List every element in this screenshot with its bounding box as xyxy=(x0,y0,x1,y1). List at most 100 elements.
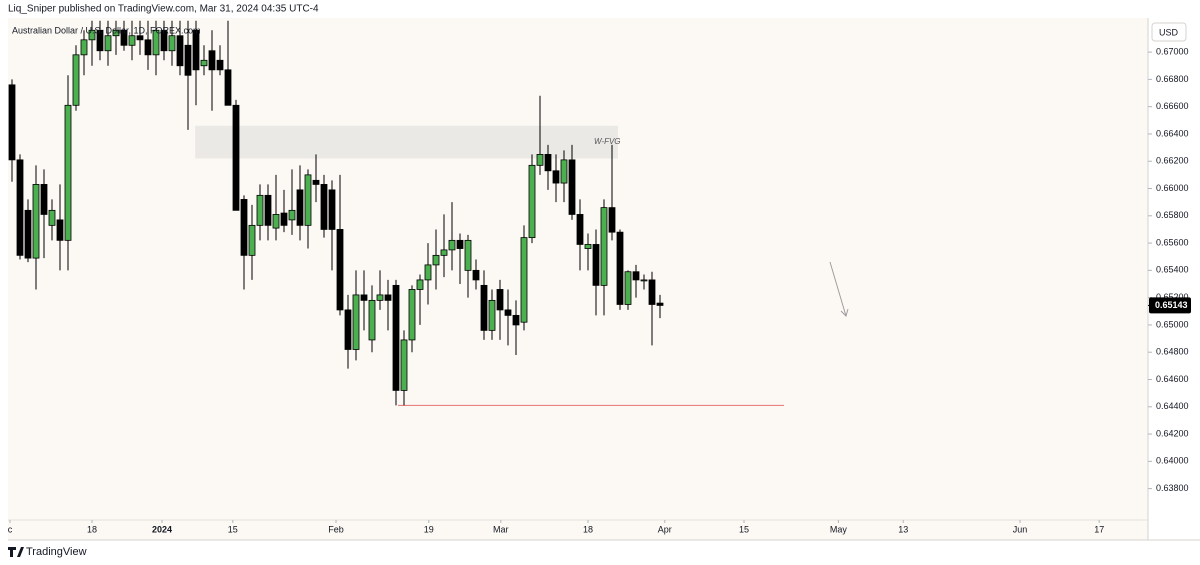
candle-body xyxy=(96,29,104,52)
last-price-box xyxy=(1149,297,1191,314)
candle-body xyxy=(352,294,360,350)
candle-body xyxy=(440,249,448,256)
brand: TradingView xyxy=(8,546,87,558)
candle-body xyxy=(168,35,176,52)
y-tick-label: 0.65000 xyxy=(1156,319,1189,329)
candle-body xyxy=(360,294,368,301)
brand-logo xyxy=(8,547,24,557)
candle-body xyxy=(88,29,96,41)
candle-body xyxy=(552,170,560,184)
candle-body xyxy=(328,189,336,230)
y-tick-label: 0.67000 xyxy=(1156,46,1189,56)
candle-body xyxy=(488,299,496,331)
candle-body xyxy=(24,209,32,259)
candle-body xyxy=(400,339,408,391)
candle-body xyxy=(192,29,200,71)
candle-body xyxy=(600,207,608,286)
candle-body xyxy=(64,104,72,241)
x-tick-label: 15 xyxy=(739,524,749,534)
candle-body xyxy=(160,29,168,52)
candle-body xyxy=(288,209,296,221)
x-tick-label: 2024 xyxy=(152,524,172,534)
y-tick-label: 0.64400 xyxy=(1156,401,1189,411)
candle-body xyxy=(40,184,48,215)
x-tick-label: 19 xyxy=(424,524,434,534)
candle-body xyxy=(608,207,616,233)
candle-body xyxy=(256,194,264,226)
candle-body xyxy=(16,159,24,256)
candle-body xyxy=(320,184,328,230)
y-tick-label: 0.66000 xyxy=(1156,183,1189,193)
candle-body xyxy=(416,279,424,290)
fvg-zone xyxy=(195,125,618,159)
last-price-label: 0.65143 xyxy=(1155,300,1188,310)
candle-body xyxy=(536,154,544,166)
candle-body xyxy=(472,269,480,281)
candle-body xyxy=(464,239,472,271)
plot-layer: W-FVG xyxy=(8,20,784,406)
candle-body xyxy=(240,199,248,256)
candle-body xyxy=(520,237,528,323)
candle-body xyxy=(144,39,152,56)
candle-body xyxy=(128,35,136,46)
candle-body xyxy=(640,279,648,282)
candle-body xyxy=(176,35,184,67)
candle-body xyxy=(648,279,656,305)
y-tick-label: 0.66600 xyxy=(1156,101,1189,111)
candle-body xyxy=(280,212,288,226)
candle-body xyxy=(456,239,464,249)
y-tick-label: 0.66800 xyxy=(1156,74,1189,84)
candle-body xyxy=(368,299,376,341)
candle-body xyxy=(496,289,504,311)
published-line: Liq_Sniper published on TradingView.com,… xyxy=(8,4,319,15)
candle-body xyxy=(632,271,640,281)
candle-body xyxy=(272,214,280,229)
pane-background xyxy=(8,18,1148,540)
y-tick-label: 0.64600 xyxy=(1156,374,1189,384)
x-tick-label: 13 xyxy=(898,524,908,534)
candle-body xyxy=(56,219,64,241)
candle-body xyxy=(312,179,320,185)
x-tick-label: Feb xyxy=(328,524,344,534)
x-tick-label: Mar xyxy=(493,524,509,534)
y-tick-label: 0.66200 xyxy=(1156,156,1189,166)
candle-body xyxy=(264,194,272,226)
y-tick-label: 0.64000 xyxy=(1156,456,1189,466)
candle-body xyxy=(560,159,568,184)
y-tick-label: 0.65200 xyxy=(1156,292,1189,302)
candle-body xyxy=(384,294,392,301)
candle-body xyxy=(232,104,240,211)
x-tick-label: Apr xyxy=(658,524,672,534)
x-tick-label: 18 xyxy=(87,524,97,534)
candle-body xyxy=(336,229,344,311)
candle-body xyxy=(304,174,312,226)
candle-body xyxy=(208,50,216,71)
x-tick-label: May xyxy=(830,524,848,534)
x-tick-label: Jun xyxy=(1013,524,1028,534)
candle-body xyxy=(184,44,192,76)
currency-label: USD xyxy=(1159,27,1179,37)
brand-name: TradingView xyxy=(26,546,87,558)
candle-body xyxy=(216,59,224,71)
candle-body xyxy=(392,284,400,391)
candle-body xyxy=(576,214,584,245)
zone-label: W-FVG xyxy=(594,137,621,146)
candle-body xyxy=(104,35,112,52)
arrow-shaft xyxy=(829,261,847,317)
x-tick-label: 17 xyxy=(1094,524,1104,534)
candle-body xyxy=(592,244,600,286)
x-tick-label: 18 xyxy=(583,524,593,534)
currency-box xyxy=(1151,22,1187,42)
candle-body xyxy=(48,209,56,226)
y-tick-label: 0.64200 xyxy=(1156,428,1189,438)
y-tick-label: 0.65800 xyxy=(1156,210,1189,220)
candle-body xyxy=(480,284,488,331)
symbol-title: Australian Dollar / U.S. Dollar, 1D, FOR… xyxy=(12,25,201,35)
candle-body xyxy=(504,309,512,316)
x-tick-label: 15 xyxy=(228,524,238,534)
candle-body xyxy=(112,29,120,37)
candle-body xyxy=(136,35,144,41)
candle-body xyxy=(512,314,520,326)
